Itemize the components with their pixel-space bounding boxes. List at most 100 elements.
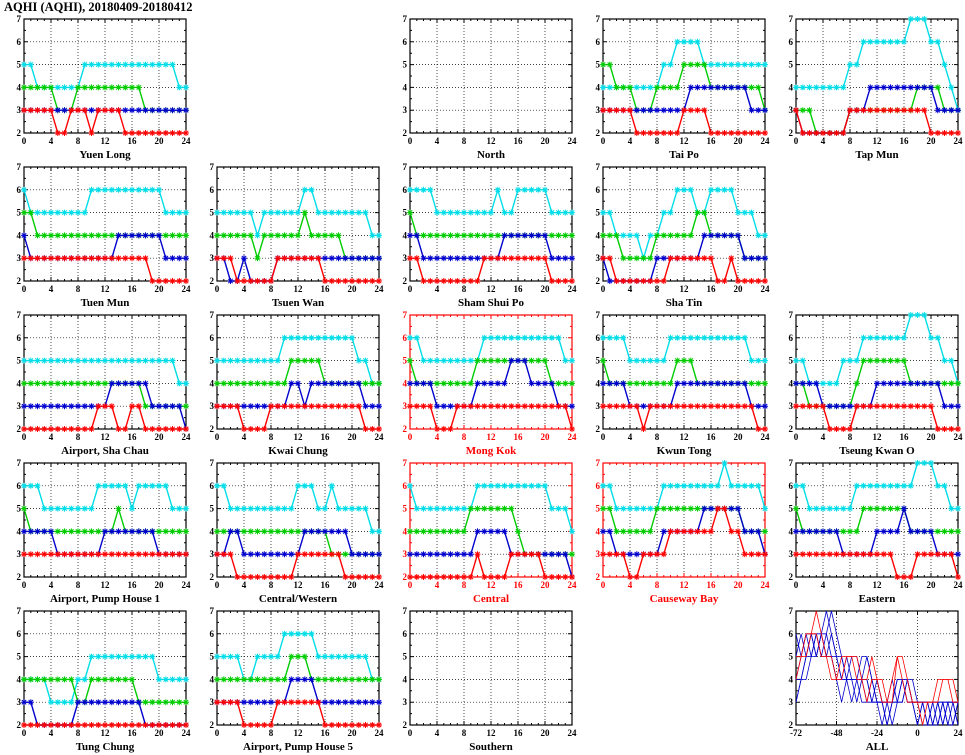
y-tick-label: 5 <box>596 60 601 70</box>
markers-cyan <box>407 186 575 216</box>
plot-border <box>602 314 766 430</box>
x-tick-label: 20 <box>348 432 358 442</box>
x-tick-label: 0 <box>22 580 27 590</box>
markers-red <box>407 551 575 580</box>
x-tick-label: 24 <box>761 580 771 590</box>
y-tick-label: 3 <box>789 401 794 411</box>
x-tick-label: 24 <box>761 432 771 442</box>
x-tick-label: 16 <box>321 580 331 590</box>
chart-tuen-mun: 2 3 4 5 6 7 0 4 8 12 16 20 24 Tuen Mun <box>17 162 192 309</box>
x-tick-label: 16 <box>707 136 717 146</box>
y-tick-label: 7 <box>403 14 408 24</box>
y-tick-label: 3 <box>210 253 215 263</box>
station-label: Tseung Kwan O <box>839 445 915 457</box>
x-tick-label: 16 <box>321 432 331 442</box>
y-tick-label: 3 <box>403 401 408 411</box>
x-tick-label: 16 <box>128 432 138 442</box>
markers-red <box>600 403 768 432</box>
x-tick-label: 4 <box>821 432 826 442</box>
y-tick-label: 6 <box>596 481 601 491</box>
y-tick-label: 7 <box>17 310 22 320</box>
x-tick-label: 8 <box>655 136 660 146</box>
x-tick-label: 20 <box>734 580 744 590</box>
chart-eastern: 2 3 4 5 6 7 0 4 8 12 16 20 24 Eastern <box>789 458 964 605</box>
markers-red <box>21 722 189 728</box>
station-label: Eastern <box>859 593 896 605</box>
x-tick-label: 8 <box>848 432 853 442</box>
series-cyan <box>796 314 959 385</box>
y-tick-label: 4 <box>789 526 794 536</box>
y-tick-label: 3 <box>789 697 794 707</box>
markers-red <box>407 403 575 432</box>
plot-border <box>23 166 187 282</box>
y-tick-label: 5 <box>403 652 408 662</box>
y-tick-label: 7 <box>210 606 215 616</box>
y-tick-label: 2 <box>210 572 215 582</box>
y-tick-label: 4 <box>210 230 215 240</box>
y-tick-label: 3 <box>596 549 601 559</box>
chart-airport-pump-house-5: 2 3 4 5 6 7 0 4 8 12 16 20 24 Airport, Pump House 5 <box>210 606 385 753</box>
markers-green <box>214 209 382 262</box>
x-tick-label: 12 <box>101 728 111 738</box>
x-tick-label: 20 <box>927 432 937 442</box>
y-tick-label: 7 <box>596 14 601 24</box>
y-tick-label: 2 <box>596 424 601 434</box>
x-tick-label: -48 <box>831 728 843 738</box>
y-tick-label: 6 <box>17 333 22 343</box>
plot-border <box>795 462 959 578</box>
x-tick-label: 4 <box>49 432 54 442</box>
x-tick-label: 8 <box>462 580 467 590</box>
x-tick-label: 4 <box>49 728 54 738</box>
x-tick-label: 12 <box>680 284 690 294</box>
y-tick-label: 7 <box>17 606 22 616</box>
chart-cell-central: 2 3 4 5 6 7 0 4 8 12 16 20 24 Central <box>386 457 579 605</box>
markers-cyan <box>21 482 189 512</box>
y-tick-label: 2 <box>17 128 22 138</box>
empty-cell <box>772 161 965 309</box>
y-tick-label: 4 <box>210 674 215 684</box>
chart-mong-kok: 2 3 4 5 6 7 0 4 8 12 16 20 24 Mong Kok <box>403 310 578 457</box>
y-tick-label: 6 <box>17 629 22 639</box>
x-tick-label: 0 <box>601 432 606 442</box>
y-tick-label: 5 <box>210 356 215 366</box>
y-tick-label: 4 <box>17 526 22 536</box>
y-tick-label: 6 <box>403 37 408 47</box>
x-tick-label: -72 <box>790 728 802 738</box>
markers-cyan <box>793 460 961 512</box>
y-tick-label: 2 <box>403 720 408 730</box>
y-tick-label: 3 <box>403 105 408 115</box>
x-tick-label: 0 <box>22 284 27 294</box>
chart-cell-sha-tin: 2 3 4 5 6 7 0 4 8 12 16 20 24 Sha Tin <box>579 161 772 309</box>
y-tick-label: 5 <box>17 504 22 514</box>
y-tick-label: 6 <box>403 185 408 195</box>
y-tick-label: 6 <box>210 185 215 195</box>
plot-border <box>409 166 573 282</box>
y-tick-label: 3 <box>596 401 601 411</box>
y-tick-label: 2 <box>403 424 408 434</box>
y-tick-label: 4 <box>403 82 408 92</box>
x-tick-label: 4 <box>821 580 826 590</box>
chart-cell-all: 2 3 4 5 6 7 -72 -48 -24 0 24 ALL <box>772 605 965 753</box>
x-tick-label: 8 <box>848 580 853 590</box>
x-tick-label: 4 <box>628 432 633 442</box>
y-tick-label: 7 <box>17 458 22 468</box>
x-tick-label: 24 <box>568 284 578 294</box>
plot-border <box>409 314 573 430</box>
y-tick-label: 4 <box>403 674 408 684</box>
x-tick-label: 0 <box>215 728 220 738</box>
chart-cell-airport-sha-chau: 2 3 4 5 6 7 0 4 8 12 16 20 24 Airport, Sha Chau <box>0 309 193 457</box>
x-tick-label: 8 <box>76 136 81 146</box>
chart-cell-central-western: 2 3 4 5 6 7 0 4 8 12 16 20 24 Central/Western <box>193 457 386 605</box>
markers-red <box>214 403 382 432</box>
markers-red <box>793 403 961 432</box>
x-tick-label: 0 <box>22 728 27 738</box>
station-label: Tai Po <box>669 149 699 161</box>
x-tick-label: 0 <box>794 580 799 590</box>
markers-red <box>214 551 382 580</box>
y-tick-label: 5 <box>403 504 408 514</box>
x-tick-label: 24 <box>375 432 385 442</box>
x-tick-label: 0 <box>601 284 606 294</box>
x-tick-label: 16 <box>707 580 717 590</box>
station-label: Mong Kok <box>466 445 517 457</box>
y-tick-label: 3 <box>17 401 22 411</box>
